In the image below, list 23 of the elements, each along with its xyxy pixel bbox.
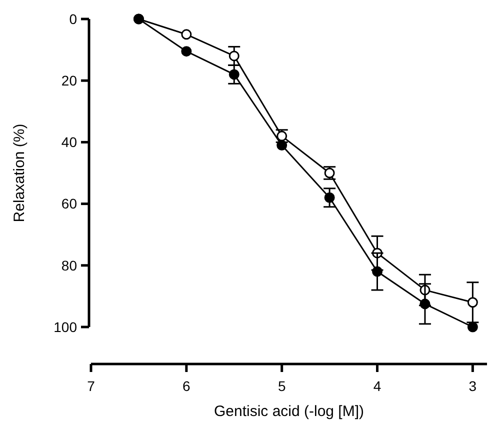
point [181,46,192,57]
x-tick-label: 6 [182,378,191,394]
point [420,298,430,310]
point [228,69,240,80]
point [324,192,335,203]
point [181,29,192,40]
x-tick-label: 7 [87,378,96,394]
x-tick-label: 5 [278,378,286,394]
y-tick-label: 0 [69,10,78,27]
y-axis-title: Relaxation (%) [11,124,28,222]
y-tick-label: 60 [61,196,78,212]
y-tick-label: 80 [61,257,78,274]
point [467,322,478,332]
x-tick-label: 4 [373,378,382,394]
y-tick-label: 20 [61,72,78,88]
point [372,266,383,277]
x-tick-label: 3 [468,378,477,394]
point [228,50,240,62]
y-tick-label: 100 [54,318,78,335]
point [467,297,478,308]
point [276,140,288,151]
x-axis-title: Gentisic acid (-log [M]) [214,403,364,420]
y-tick-label: 40 [61,134,78,150]
